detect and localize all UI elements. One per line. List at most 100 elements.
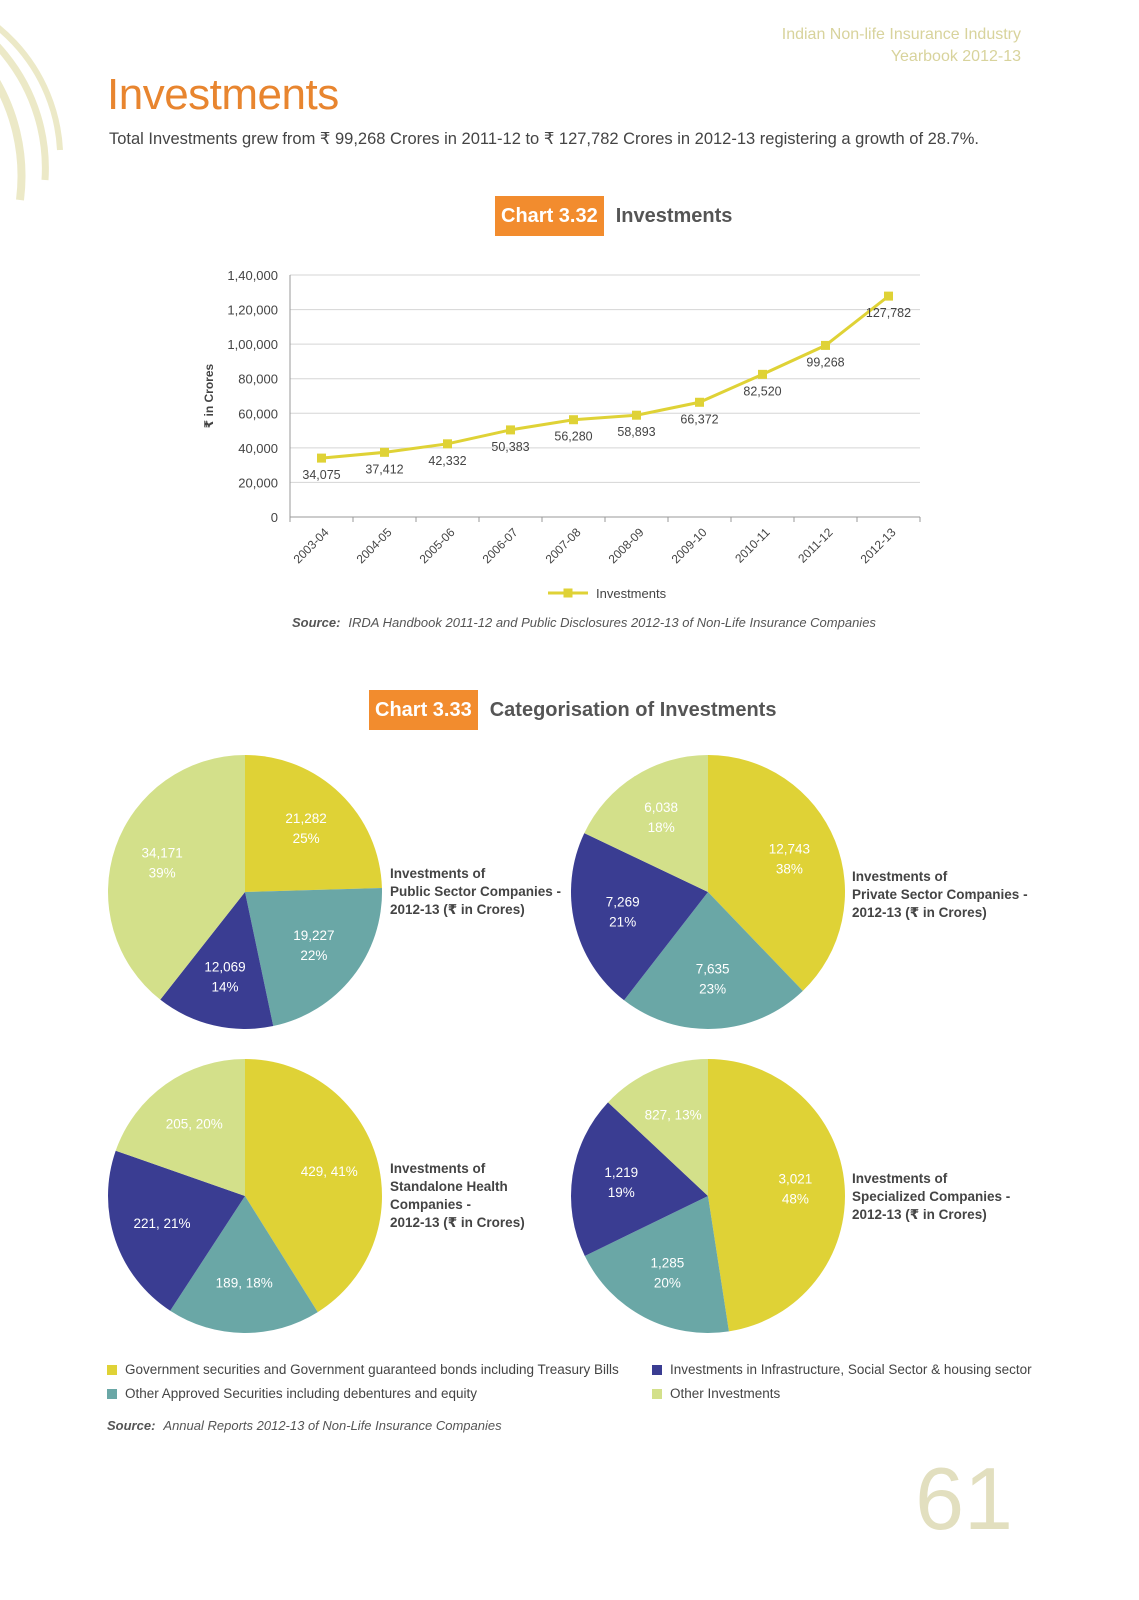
pie-slice-label: 14% (212, 979, 239, 994)
source-label: Source: (292, 615, 341, 630)
legend-item-approved: Other Approved Securities including debe… (107, 1386, 477, 1401)
pie-slice-label: 429, 41% (301, 1164, 358, 1179)
chart-3-33-source: Source: Annual Reports 2012-13 of Non-Lif… (107, 1418, 502, 1433)
data-label: 42,332 (428, 454, 466, 468)
pie-slice-other (584, 755, 708, 892)
pie-chart: 3,021 48% 1,285 20% 1,219 19% 827, 13% (571, 1059, 845, 1333)
x-tick-label: 2007-08 (543, 525, 584, 566)
y-tick-label: 60,000 (238, 406, 278, 421)
pie-slice-approved (624, 892, 803, 1029)
x-tick-label: 2008-09 (606, 525, 647, 566)
pie-slice-label: 48% (782, 1191, 809, 1206)
pie-slice-infra (160, 892, 274, 1029)
pie-slice-label: 20% (654, 1276, 681, 1291)
running-header: Indian Non-life Insurance Industry Yearb… (782, 24, 1021, 68)
chart-tag: Chart 3.33 (369, 690, 478, 730)
running-header-line2: Yearbook 2012-13 (890, 48, 1021, 65)
pie-slice-label: 7,269 (606, 894, 640, 909)
chart-tag: Chart 3.32 (495, 196, 604, 236)
x-tick-label: 2012-13 (858, 525, 899, 566)
legend-swatch (652, 1388, 662, 1399)
pie-slice-label: 189, 18% (216, 1276, 273, 1291)
y-tick-label: 1,20,000 (227, 303, 278, 318)
data-point (821, 340, 830, 350)
pie-slice-label: 18% (648, 820, 675, 835)
data-label: 37,412 (365, 462, 403, 476)
data-label: 66,372 (680, 412, 718, 426)
x-tick-label: 2006-07 (480, 525, 521, 566)
pie-slice-gov (708, 1059, 845, 1332)
x-tick-label: 2003-04 (291, 525, 332, 566)
pie-slice-label: 1,219 (604, 1165, 638, 1180)
pie-caption-line: 2012-13 (₹ in Crores) (852, 1207, 987, 1222)
pie-caption-line: Companies - (390, 1197, 472, 1212)
pie-slice-gov (245, 1059, 383, 1313)
source-text: Annual Reports 2012-13 of Non-Life Insur… (163, 1418, 502, 1433)
pie-caption: Investments of Standalone Health Companies… (390, 1160, 525, 1232)
chart-name: Categorisation of Investments (489, 698, 777, 721)
legend-item-infra: Investments in Infrastructure, Social Se… (652, 1362, 1032, 1377)
pie-caption: Investments of Public Sector Companies - 2… (390, 865, 561, 919)
pie-slice-label: 39% (149, 865, 176, 880)
pie-slice-infra (107, 1150, 245, 1311)
data-label: 58,893 (617, 425, 655, 439)
pie-caption: Investments of Specialized Companies - 201… (852, 1170, 1010, 1224)
pie-slice-other (107, 755, 245, 1000)
legend-swatch (107, 1388, 117, 1399)
pie-caption-line: Specialized Companies - (852, 1189, 1011, 1204)
y-axis-label: ₹ in Crores (202, 363, 216, 428)
legend-item-gov: Government securities and Government gua… (107, 1362, 619, 1377)
legend-label: Investments (596, 586, 667, 601)
source-text: IRDA Handbook 2011-12 and Public Disclos… (348, 615, 876, 630)
chart-3-32-heading: Chart 3.32 Investments (495, 196, 732, 236)
pie-slice-label: 205, 20% (166, 1116, 223, 1131)
pie-caption-line: Investments of (390, 866, 486, 881)
pie-caption-line: Public Sector Companies - (390, 884, 562, 899)
pie-slice-other (115, 1059, 245, 1196)
chart-3-32-source: Source: IRDA Handbook 2011-12 and Public … (292, 615, 876, 630)
x-tick-label: 2011-12 (795, 525, 836, 566)
data-point (758, 369, 767, 379)
chart-name: Investments (615, 204, 733, 227)
pie-caption-line: Private Sector Companies - (852, 887, 1028, 902)
data-label: 127,782 (866, 306, 911, 320)
data-point (443, 439, 452, 449)
legend-label: Government securities and Government gua… (125, 1362, 619, 1377)
pie-slice-gov (245, 755, 382, 892)
y-tick-label: 40,000 (238, 441, 278, 456)
data-label: 56,280 (554, 430, 592, 444)
pie-slice-label: 19,227 (293, 928, 334, 943)
legend-label: Other Investments (670, 1386, 781, 1401)
y-tick-label: 80,000 (238, 372, 278, 387)
pie-caption: Investments of Private Sector Companies -… (852, 868, 1028, 922)
y-tick-label: 0 (271, 510, 278, 525)
pie-slice-label: 25% (293, 831, 320, 846)
page-title: Investments (107, 70, 339, 119)
legend-label: Investments in Infrastructure, Social Se… (670, 1362, 1032, 1377)
data-point (380, 447, 389, 457)
legend-label: Other Approved Securities including debe… (125, 1386, 477, 1401)
pie-slice-label: 21,282 (285, 811, 326, 826)
pie-slice-infra (571, 1102, 708, 1256)
series-line (321, 294, 890, 460)
pie-slice-label: 34,171 (141, 845, 182, 860)
legend-item-other: Other Investments (652, 1386, 780, 1401)
pie-caption-line: 2012-13 (₹ in Crores) (390, 902, 525, 917)
x-tick-label: 2005-06 (417, 525, 458, 566)
pie-slice-label: 12,743 (769, 841, 810, 856)
pie-slice-label: 221, 21% (133, 1216, 190, 1231)
data-point (632, 410, 641, 420)
legend-marker (563, 588, 573, 598)
pie-caption-line: Investments of (852, 869, 948, 884)
y-tick-label: 20,000 (238, 475, 278, 490)
data-label: 34,075 (302, 468, 340, 482)
categorisation-pie-charts: 21,282 25% 19,227 22% 12,069 14% 34,171 39% 12,7… (107, 755, 845, 1333)
pie-caption-line: 2012-13 (₹ in Crores) (852, 905, 987, 920)
data-point (695, 397, 704, 407)
legend-swatch (652, 1364, 662, 1375)
pie-chart: 429, 41% 189, 18% 221, 21% 205, 20% (107, 1059, 383, 1333)
page-number: 61 (915, 1449, 1013, 1548)
y-tick-label: 1,00,000 (227, 337, 278, 352)
data-label: 50,383 (491, 440, 529, 454)
pie-slice-approved (170, 1196, 318, 1333)
